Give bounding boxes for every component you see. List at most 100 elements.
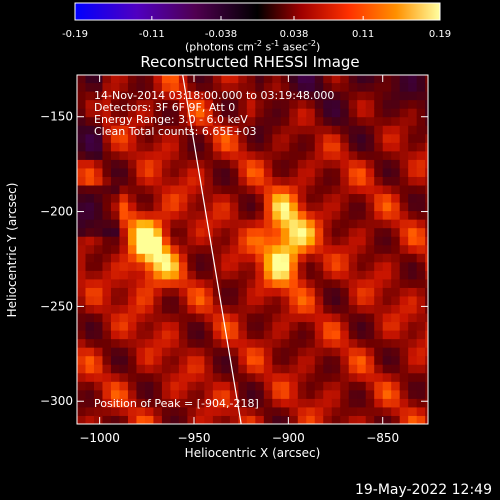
- heatmap-cell: [204, 270, 214, 280]
- heatmap-cell: [102, 227, 112, 237]
- heatmap-cell: [136, 313, 146, 323]
- heatmap-cell: [153, 125, 163, 135]
- heatmap-cell: [153, 99, 163, 109]
- heatmap-cell: [391, 210, 401, 220]
- heatmap-cell: [212, 406, 222, 416]
- heatmap-cell: [416, 210, 426, 220]
- heatmap-cell: [306, 389, 316, 399]
- heatmap-cell: [416, 398, 426, 408]
- heatmap-cell: [382, 330, 392, 340]
- heatmap-cell: [357, 278, 367, 288]
- heatmap-cell: [314, 313, 324, 323]
- heatmap-cell: [263, 261, 273, 271]
- colorbar-tick-label: -0.19: [62, 29, 88, 40]
- heatmap-cell: [306, 304, 316, 314]
- heatmap-cell: [119, 142, 129, 152]
- heatmap-cell: [110, 193, 120, 203]
- heatmap-cell: [246, 167, 256, 177]
- heatmap-cell: [119, 389, 129, 399]
- heatmap-cell: [238, 116, 248, 126]
- heatmap-cell: [110, 133, 120, 143]
- heatmap-cell: [365, 321, 375, 331]
- heatmap-cell: [238, 355, 248, 365]
- heatmap-cell: [170, 347, 180, 357]
- heatmap-cell: [221, 364, 231, 374]
- heatmap-cell: [110, 295, 120, 306]
- heatmap-cell: [212, 142, 222, 152]
- heatmap-cell: [314, 347, 324, 357]
- heatmap-cell: [357, 99, 367, 109]
- heatmap-cell: [161, 389, 171, 399]
- heatmap-cell: [136, 389, 146, 399]
- heatmap-cell: [280, 347, 290, 357]
- info-line: Detectors: 3F 6F 9F, Att 0: [94, 101, 236, 114]
- heatmap-cell: [229, 261, 239, 271]
- heatmap-cell: [221, 304, 231, 314]
- heatmap-cell: [161, 338, 171, 348]
- heatmap-cell: [255, 313, 265, 323]
- heatmap-cell: [178, 261, 188, 271]
- heatmap-cell: [178, 202, 188, 212]
- colorbar: [74, 2, 441, 21]
- heatmap-cell: [323, 415, 333, 424]
- heatmap-cell: [238, 202, 248, 212]
- heatmap-cell: [272, 202, 282, 212]
- heatmap-cell: [314, 150, 324, 160]
- heatmap-cell: [178, 125, 188, 135]
- heatmap-cell: [289, 108, 299, 118]
- heatmap-cell: [306, 185, 316, 195]
- heatmap-cell: [331, 295, 341, 306]
- heatmap-cell: [144, 202, 154, 212]
- heatmap-cell: [391, 415, 401, 424]
- heatmap-cell: [110, 99, 120, 109]
- heatmap-cell: [331, 338, 341, 348]
- heatmap-cell: [331, 227, 341, 237]
- heatmap-cell: [77, 261, 86, 271]
- heatmap-cell: [306, 176, 316, 186]
- heatmap-cell: [229, 304, 239, 314]
- heatmap-cell: [144, 415, 154, 424]
- heatmap-cell: [221, 270, 231, 280]
- heatmap-cell: [229, 295, 239, 306]
- heatmap-cell: [85, 185, 95, 195]
- heatmap-cell: [323, 364, 333, 374]
- heatmap-cell: [221, 398, 231, 408]
- heatmap-cell: [399, 270, 409, 280]
- heatmap-cell: [136, 236, 146, 246]
- heatmap-cell: [93, 389, 103, 399]
- heatmap-cell: [119, 338, 129, 348]
- heatmap-cell: [280, 398, 290, 408]
- heatmap-cell: [238, 270, 248, 280]
- heatmap-cell: [161, 415, 171, 424]
- heatmap-cell: [170, 406, 180, 416]
- heatmap-cell: [93, 210, 103, 220]
- heatmap-cell: [272, 133, 282, 143]
- heatmap-cell: [297, 159, 307, 169]
- heatmap-cell: [399, 415, 409, 424]
- heatmap-cell: [127, 355, 137, 365]
- heatmap-cell: [102, 125, 112, 135]
- heatmap-cell: [263, 91, 273, 101]
- heatmap-cell: [212, 287, 222, 297]
- heatmap-cell: [416, 321, 426, 331]
- heatmap-cell: [77, 159, 86, 169]
- heatmap-cell: [170, 244, 180, 254]
- heatmap-cell: [365, 398, 375, 408]
- heatmap-cell: [297, 244, 307, 254]
- heatmap-cell: [289, 347, 299, 357]
- heatmap-cell: [365, 82, 375, 92]
- heatmap-cell: [246, 125, 256, 135]
- heatmap-cell: [255, 389, 265, 399]
- heatmap-cell: [178, 338, 188, 348]
- heatmap-cell: [77, 116, 86, 126]
- heatmap-cell: [348, 287, 358, 297]
- heatmap-cell: [289, 295, 299, 306]
- heatmap-cell: [246, 75, 256, 84]
- heatmap-cell: [365, 287, 375, 297]
- heatmap-cell: [221, 91, 231, 101]
- heatmap-cell: [212, 330, 222, 340]
- heatmap-cell: [348, 381, 358, 391]
- heatmap-cell: [272, 330, 282, 340]
- heatmap-cell: [221, 133, 231, 143]
- heatmap-cell: [161, 99, 171, 109]
